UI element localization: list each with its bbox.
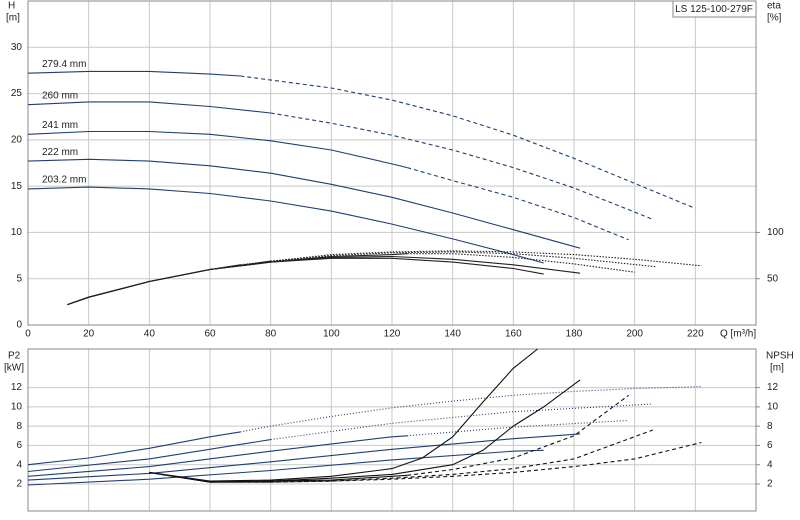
curve-label: 203.2 mm [42, 175, 86, 186]
x-tick-label: 180 [566, 329, 583, 340]
x-tick-label: 0 [25, 329, 31, 340]
y2-axis-unit: [%] [767, 13, 782, 24]
x-tick-label: 100 [323, 329, 340, 340]
y-tick-label: 4 [16, 459, 22, 470]
curve-label: 279.4 mm [42, 59, 86, 70]
y-tick-label: 10 [11, 401, 23, 412]
chart-title: LS 125-100-279F [675, 4, 753, 15]
y-tick-label: 5 [16, 273, 22, 284]
curve-dashed [240, 75, 696, 209]
y2-tick-label: 4 [767, 459, 773, 470]
y-tick-label: 30 [11, 42, 23, 53]
curve [27, 158, 581, 249]
y2-axis-label: NPSH [766, 351, 794, 362]
y2-tick-label: 2 [767, 479, 773, 490]
curve-dashed [240, 250, 702, 267]
curve [27, 439, 271, 473]
curve-dashed [407, 419, 629, 437]
y-tick-label: 20 [11, 134, 23, 145]
curve-dashed [407, 167, 629, 241]
curve [67, 264, 241, 306]
curve [67, 255, 581, 306]
y2-tick-label: 50 [767, 273, 779, 284]
y2-tick-label: 8 [767, 421, 773, 432]
y-axis-label: H [8, 1, 15, 12]
x-tick-label: 20 [83, 329, 95, 340]
y-tick-label: 0 [16, 320, 22, 331]
x-tick-label: 60 [204, 329, 216, 340]
curve-dashed [407, 253, 635, 273]
curve-label: 260 mm [42, 90, 78, 101]
y-tick-label: 8 [16, 421, 22, 432]
curve [27, 449, 544, 486]
curve [27, 435, 408, 477]
curve-dashed [407, 394, 629, 476]
curve-dashed [240, 441, 702, 483]
y2-axis-unit: [m] [770, 363, 784, 374]
curve-label: 241 mm [42, 120, 78, 131]
x-axis-label: Q [m³/h] [720, 329, 756, 340]
x-tick-label: 120 [384, 329, 401, 340]
curve [149, 471, 241, 483]
curve [67, 260, 271, 306]
curve [149, 348, 538, 482]
y2-axis-label: eta [767, 1, 781, 12]
y-tick-label: 12 [11, 382, 23, 393]
x-tick-label: 140 [444, 329, 461, 340]
curve-dashed [270, 112, 654, 221]
curve [149, 471, 408, 483]
y2-tick-label: 6 [767, 440, 773, 451]
y-tick-label: 2 [16, 479, 22, 490]
x-tick-label: 200 [626, 329, 643, 340]
curve-label: 222 mm [42, 147, 78, 158]
y-tick-label: 25 [11, 88, 23, 99]
y-tick-label: 10 [11, 227, 23, 238]
curve [27, 431, 241, 466]
bottom-frame [27, 348, 757, 512]
curve [27, 186, 544, 264]
y-axis-unit: [m] [6, 13, 20, 24]
y2-tick-label: 12 [767, 382, 779, 393]
y-tick-label: 6 [16, 440, 22, 451]
curve-dashed [270, 251, 656, 268]
y2-tick-label: 100 [767, 227, 784, 238]
top-frame [27, 0, 757, 326]
y-axis-label: P2 [8, 351, 21, 362]
curve [27, 101, 271, 114]
curve [67, 257, 544, 306]
curve [27, 433, 581, 481]
y2-tick-label: 10 [767, 401, 779, 412]
y-tick-label: 15 [11, 181, 23, 192]
curve-dashed [270, 429, 654, 483]
y-axis-unit: [kW] [4, 363, 24, 374]
curve [27, 130, 408, 169]
title-box [672, 0, 757, 18]
curve [27, 70, 241, 77]
x-tick-label: 80 [265, 329, 277, 340]
x-tick-label: 40 [144, 329, 156, 340]
x-tick-label: 220 [687, 329, 704, 340]
curve-dashed [270, 403, 653, 441]
curve-dashed [240, 386, 702, 433]
x-tick-label: 160 [505, 329, 522, 340]
